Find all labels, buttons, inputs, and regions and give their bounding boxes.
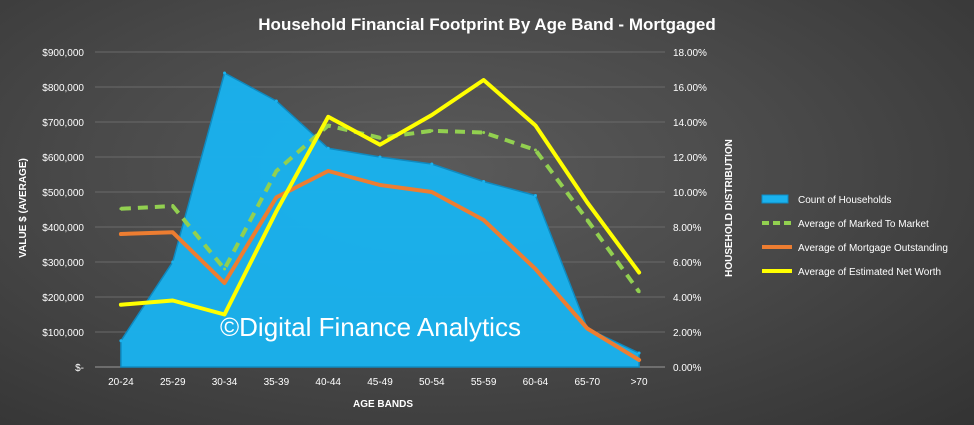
y-axis-ticks: $- $100,000 $200,000 $300,000 $400,000 $500,0… (42, 48, 84, 374)
y2-tick-label: 0.00% (673, 363, 701, 374)
line-point (482, 78, 486, 82)
line-point (378, 183, 382, 187)
y2-tick-label: 8.00% (673, 223, 701, 234)
y-axis-label: VALUE $ (AVERAGE) (18, 158, 29, 258)
area-point (482, 180, 486, 183)
line-point (119, 303, 123, 307)
line-point (223, 313, 227, 316)
line-point (585, 218, 589, 222)
y2-axis-label: HOUSEHOLD DISTRIBUTION (724, 139, 735, 277)
y2-tick-label: 18.00% (673, 48, 707, 59)
legend-label: Average of Mortgage Outstanding (798, 243, 948, 254)
line-point (585, 201, 589, 204)
area-point (119, 339, 123, 343)
y2-tick-label: 14.00% (673, 118, 707, 129)
x-tick-label: >70 (631, 377, 648, 388)
y-tick-label: $500,000 (42, 188, 84, 199)
y2-tick-label: 4.00% (673, 293, 701, 304)
line-point (585, 327, 589, 330)
y-tick-label: $800,000 (42, 83, 84, 94)
chart-title: Household Financial Footprint By Age Ban… (258, 15, 715, 34)
legend-label: Average of Estimated Net Worth (798, 267, 941, 278)
y-tick-label: $300,000 (42, 258, 84, 269)
line-point (378, 143, 382, 147)
line-point (637, 271, 641, 274)
x-tick-label: 30-34 (212, 377, 238, 388)
line-series-layer (118, 78, 642, 362)
legend: Count of Households Average of Marked To … (761, 194, 948, 278)
x-axis-label: AGE BANDS (353, 399, 413, 410)
line-point (274, 195, 278, 199)
line-point (171, 299, 175, 302)
line-point (637, 290, 641, 294)
line-point (171, 230, 175, 234)
y-tick-label: $200,000 (42, 293, 84, 304)
line-point (430, 129, 434, 133)
area-point (430, 162, 434, 166)
area-point (378, 155, 382, 159)
line-point (171, 204, 175, 208)
legend-swatch (761, 194, 789, 204)
area-point (171, 260, 175, 264)
line-point (223, 267, 227, 271)
line-point (482, 218, 486, 222)
x-tick-label: 20-24 (108, 377, 134, 388)
y-tick-label: $100,000 (42, 328, 84, 339)
y-tick-label: $400,000 (42, 223, 84, 234)
line-point (326, 124, 330, 127)
y-tick-label: $- (75, 363, 84, 374)
legend-label: Average of Marked To Market (798, 219, 929, 230)
line-point (274, 169, 278, 173)
y2-tick-label: 2.00% (673, 328, 701, 339)
line-point (637, 358, 641, 362)
x-tick-label: 25-29 (160, 377, 186, 388)
x-tick-label: 50-54 (419, 377, 445, 388)
area-point (637, 351, 641, 355)
x-tick-label: 40-44 (315, 377, 341, 388)
x-axis-ticks: 20-24 25-29 30-34 35-39 40-44 45-49 50-54 55-59… (108, 377, 648, 388)
y-tick-label: $900,000 (42, 48, 84, 59)
y2-tick-label: 16.00% (673, 83, 707, 94)
y2-tick-label: 10.00% (673, 188, 707, 199)
line-point (119, 232, 123, 236)
line-point (533, 148, 537, 152)
line-point (119, 207, 123, 211)
y-tick-label: $600,000 (42, 153, 84, 164)
watermark: ©Digital Finance Analytics (220, 312, 521, 342)
line-point (482, 131, 486, 134)
line-point (533, 124, 537, 127)
x-tick-label: 45-49 (367, 377, 393, 388)
area-point (274, 99, 278, 103)
area-point (326, 146, 330, 150)
line-point (533, 267, 537, 271)
x-tick-label: 65-70 (574, 377, 600, 388)
line-point (223, 281, 227, 285)
x-tick-label: 55-59 (471, 377, 497, 388)
y-tick-label: $700,000 (42, 118, 84, 129)
line-point (430, 113, 434, 117)
area-series-layer (119, 71, 641, 368)
line-point (326, 115, 330, 119)
y2-tick-label: 6.00% (673, 258, 701, 269)
legend-label: Count of Households (798, 195, 891, 206)
line-point (274, 209, 278, 213)
area-count-of-households (120, 71, 640, 368)
y2-tick-label: 12.00% (673, 153, 707, 164)
x-tick-label: 60-64 (523, 377, 549, 388)
area-point (533, 194, 537, 197)
y2-axis-ticks: 0.00% 2.00% 4.00% 6.00% 8.00% 10.00% 12.00% 14.… (673, 48, 707, 374)
line-point (326, 169, 330, 173)
area-point (223, 71, 227, 75)
x-tick-label: 35-39 (264, 377, 290, 388)
line-point (378, 136, 382, 140)
line-point (430, 190, 434, 194)
